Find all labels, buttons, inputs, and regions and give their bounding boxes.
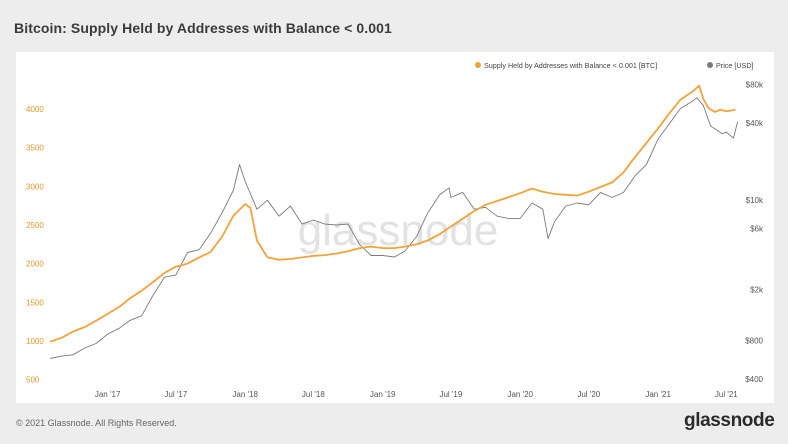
x-tick-label: Jul '20 — [577, 390, 600, 399]
x-tick-label: Jan '19 — [370, 390, 396, 399]
x-tick-label: Jul '19 — [439, 390, 462, 399]
legend-supply-label: Supply Held by Addresses with Balance < … — [484, 61, 657, 70]
left-tick-label: 500 — [26, 376, 40, 385]
chart-title: Bitcoin: Supply Held by Addresses with B… — [14, 20, 392, 36]
left-tick-label: 2000 — [26, 260, 44, 269]
x-tick-label: Jan '20 — [507, 390, 533, 399]
right-tick-label: $2k — [750, 286, 764, 295]
x-tick-label: Jul '17 — [164, 390, 187, 399]
x-tick-label: Jul '18 — [302, 390, 325, 399]
left-tick-label: 1000 — [26, 337, 44, 346]
right-tick-label: $6k — [750, 225, 764, 234]
x-tick-label: Jan '18 — [232, 390, 258, 399]
right-tick-label: $800 — [745, 337, 763, 346]
left-axis: 500 1000 1500 2000 2500 3000 3500 4000 — [26, 105, 44, 385]
left-tick-label: 4000 — [26, 105, 44, 114]
x-tick-label: Jul '21 — [715, 390, 738, 399]
chart-panel — [16, 52, 774, 403]
right-tick-label: $10k — [746, 196, 764, 205]
left-tick-label: 3500 — [26, 144, 44, 153]
x-tick-label: Jan '17 — [95, 390, 121, 399]
legend-supply-swatch — [475, 62, 481, 68]
copyright-text: © 2021 Glassnode. All Rights Reserved. — [16, 418, 177, 428]
x-tick-label: Jan '21 — [645, 390, 671, 399]
left-tick-label: 1500 — [26, 298, 44, 307]
right-tick-label: $400 — [745, 375, 763, 384]
legend-price-swatch — [707, 62, 713, 68]
left-tick-label: 3000 — [26, 182, 44, 191]
right-tick-label: $80k — [746, 81, 764, 90]
right-tick-label: $40k — [746, 119, 764, 128]
left-tick-label: 2500 — [26, 221, 44, 230]
right-axis: $400 $800 $2k $6k $10k $40k $80k — [745, 81, 764, 385]
legend-price-label: Price [USD] — [716, 61, 754, 70]
legend: Supply Held by Addresses with Balance < … — [475, 61, 754, 70]
x-axis: Jan '17 Jul '17 Jan '18 Jul '18 Jan '19 Jul '… — [95, 390, 738, 399]
supply-series-line — [49, 84, 736, 343]
price-series-line — [49, 97, 739, 359]
brand-logo: glassnode — [684, 410, 775, 431]
